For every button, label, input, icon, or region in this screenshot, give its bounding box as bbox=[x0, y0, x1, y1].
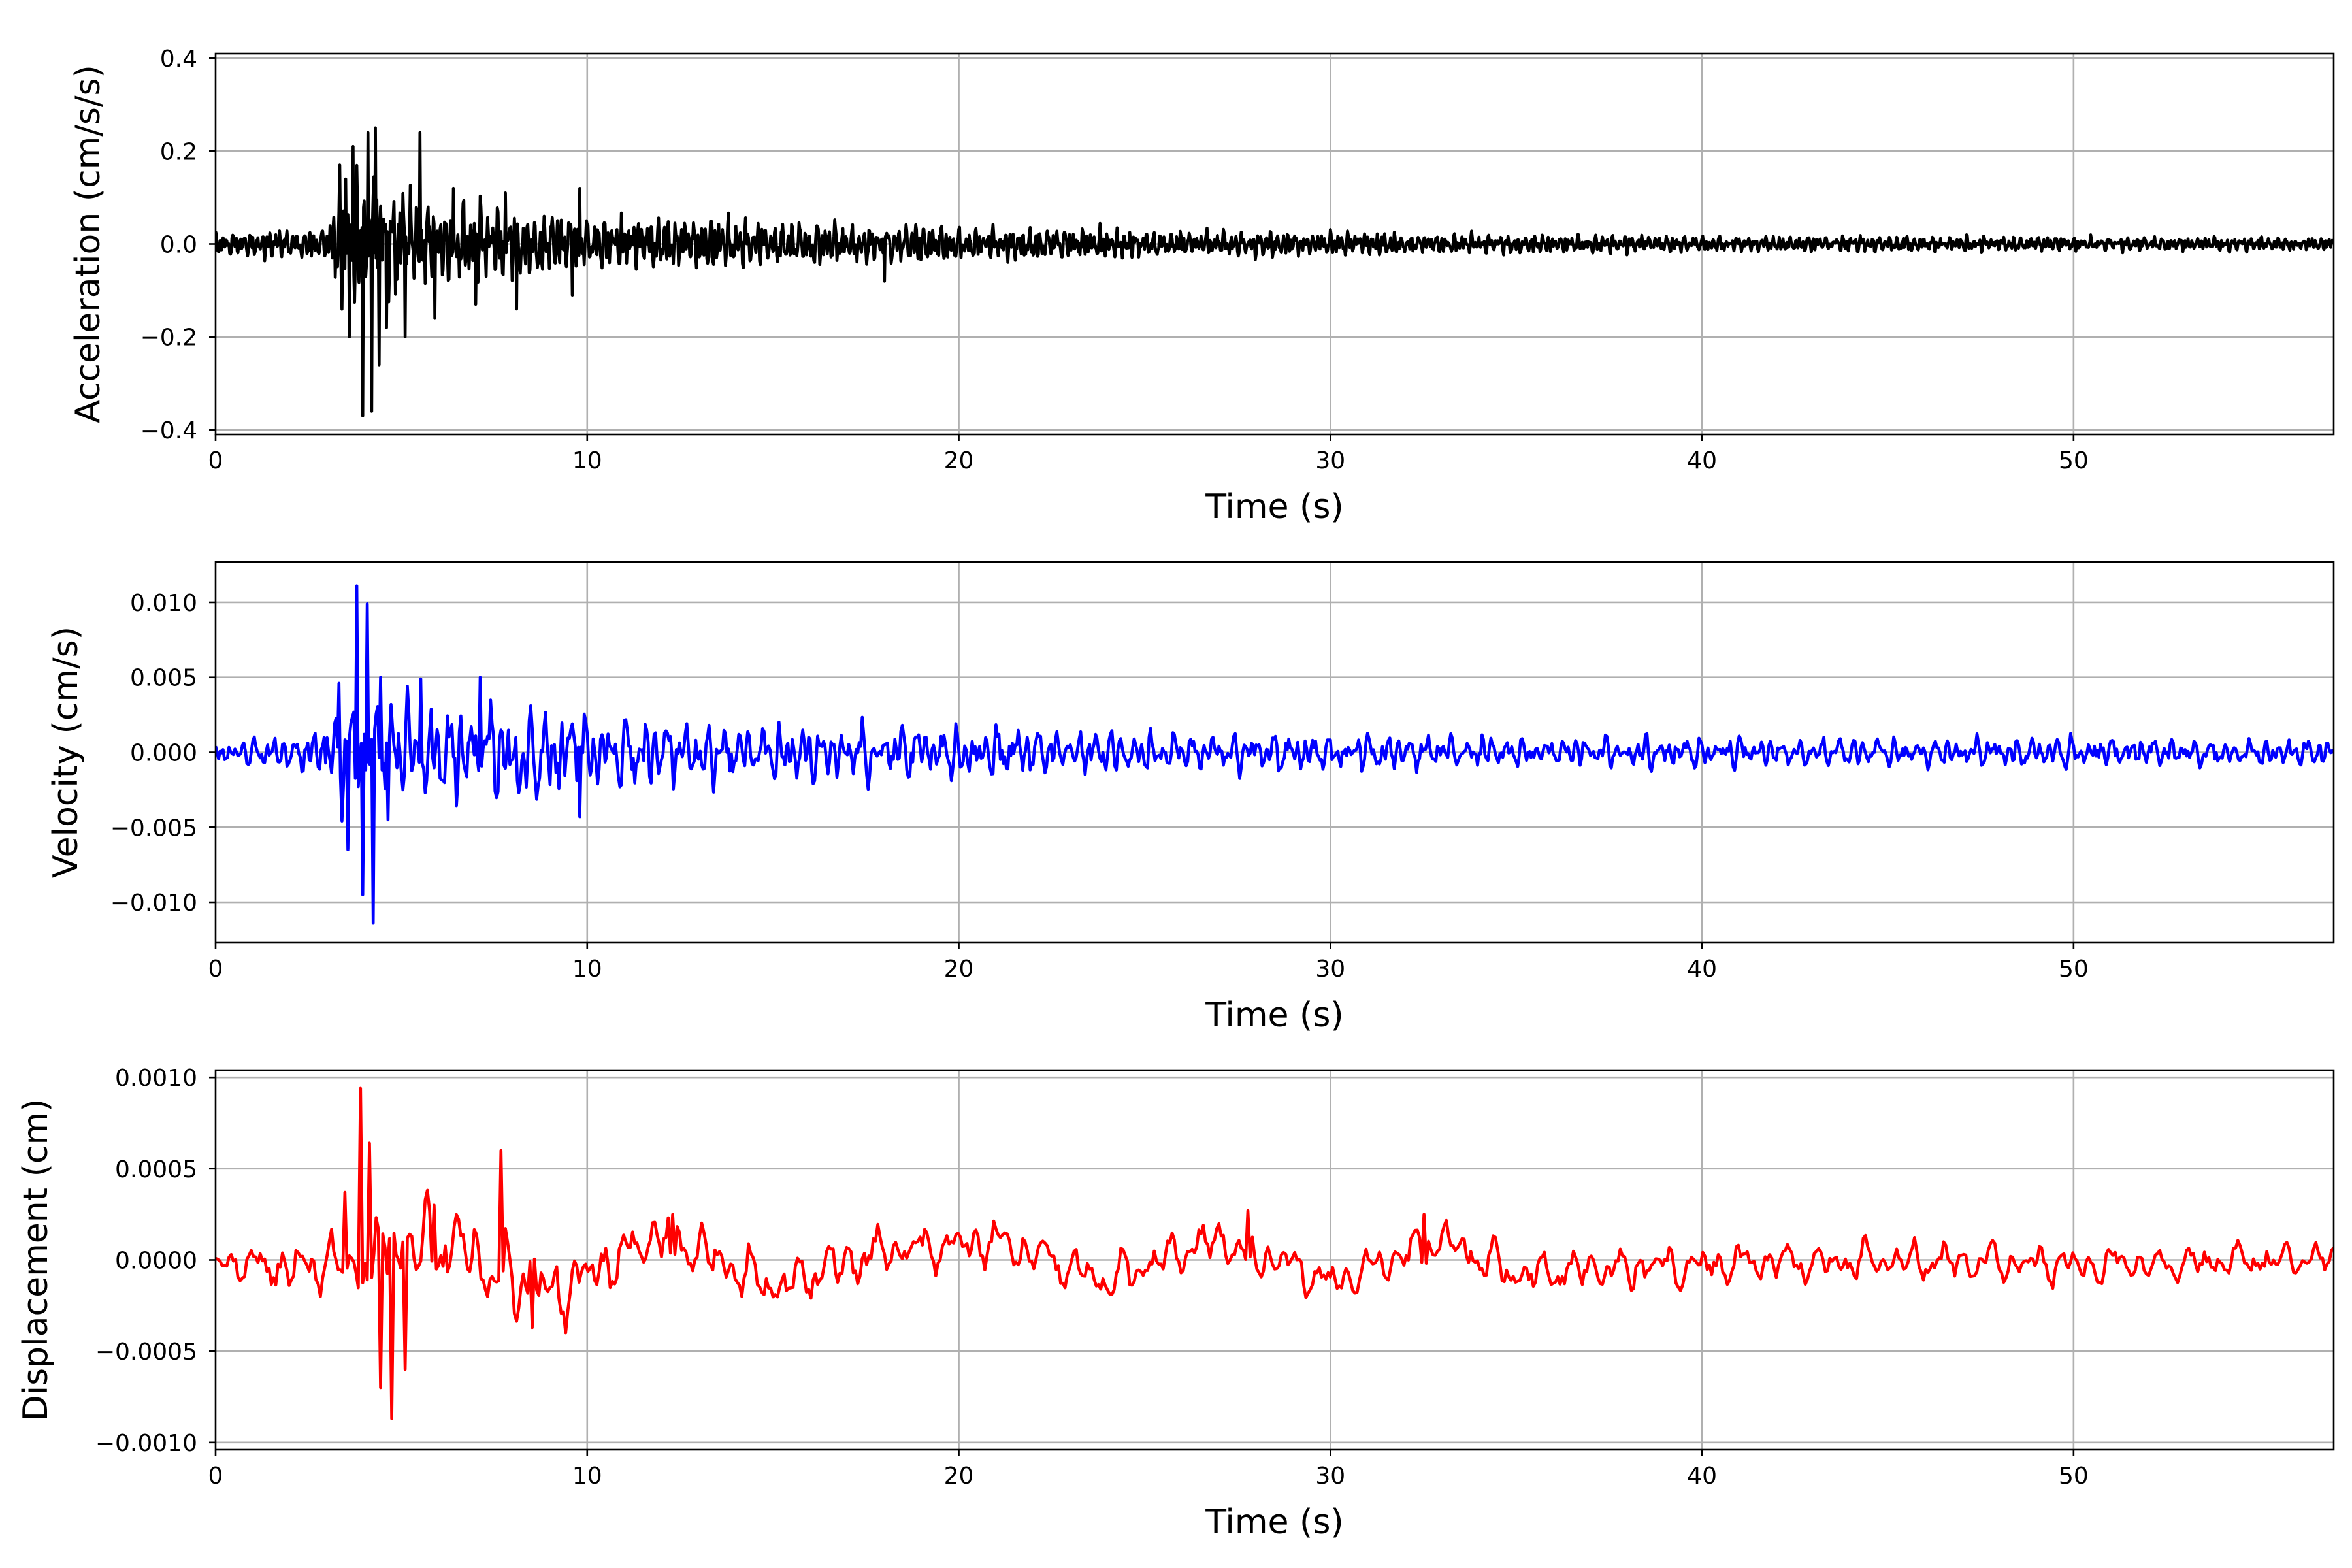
acceleration-x-tick-label-5: 50 bbox=[2059, 448, 2089, 474]
displacement-x-axis-label: Time (s) bbox=[1205, 1503, 1343, 1542]
velocity-x-tick-label-2: 20 bbox=[944, 956, 974, 983]
acceleration-trace-line bbox=[216, 126, 2334, 417]
displacement-x-tick-label-0: 0 bbox=[208, 1463, 223, 1490]
displacement-trace-line bbox=[216, 1086, 2334, 1420]
velocity-x-tick-label-1: 10 bbox=[572, 956, 602, 983]
velocity-y-tick-label-1: −0.005 bbox=[110, 815, 197, 841]
acceleration-y-tick-label-0: −0.4 bbox=[140, 417, 197, 444]
velocity-y-tick-label-4: 0.010 bbox=[130, 590, 197, 617]
acceleration-x-axis-label: Time (s) bbox=[1205, 487, 1343, 527]
acceleration-x-tick-label-1: 10 bbox=[572, 448, 602, 474]
displacement-x-tick-label-2: 20 bbox=[944, 1463, 974, 1490]
velocity-x-tick-label-3: 30 bbox=[1315, 956, 1345, 983]
velocity-y-tick-label-3: 0.005 bbox=[130, 665, 197, 692]
acceleration-y-tick-label-4: 0.4 bbox=[160, 46, 197, 73]
velocity-y-axis-label: Velocity (cm/s) bbox=[46, 627, 86, 878]
acceleration-y-axis-label: Acceleration (cm/s/s) bbox=[69, 65, 108, 423]
velocity-x-tick-label-4: 40 bbox=[1687, 956, 1717, 983]
acceleration-series bbox=[216, 126, 2334, 417]
displacement-x-tick-label-4: 40 bbox=[1687, 1463, 1717, 1490]
acceleration-panel: 0 10 20 30 40 50 −0.4 −0.2 0.0 0.2 0.4 Time (s) Ac… bbox=[69, 46, 2335, 527]
velocity-grid bbox=[216, 562, 2334, 943]
velocity-trace-line bbox=[216, 584, 2334, 925]
velocity-x-tick-label-5: 50 bbox=[2059, 956, 2089, 983]
velocity-axes: 0 10 20 30 40 50 −0.010 −0.005 0.000 0.005 0.010 bbox=[110, 561, 2335, 983]
displacement-x-tick-label-1: 10 bbox=[572, 1463, 602, 1490]
displacement-y-tick-label-0: −0.0010 bbox=[95, 1430, 197, 1457]
displacement-y-tick-label-1: −0.0005 bbox=[95, 1339, 197, 1365]
displacement-panel: 0 10 20 30 40 50 −0.0010 −0.0005 0.0000 0.0005 0.0… bbox=[16, 1065, 2335, 1542]
acceleration-y-tick-label-1: −0.2 bbox=[140, 325, 197, 351]
displacement-y-tick-label-3: 0.0005 bbox=[115, 1156, 197, 1183]
acceleration-x-tick-label-3: 30 bbox=[1315, 448, 1345, 474]
velocity-series bbox=[216, 584, 2334, 925]
velocity-x-axis-label: Time (s) bbox=[1205, 996, 1343, 1035]
displacement-y-tick-label-4: 0.0010 bbox=[115, 1065, 197, 1092]
velocity-x-tick-label-0: 0 bbox=[208, 956, 223, 983]
displacement-x-tick-label-5: 50 bbox=[2059, 1463, 2089, 1490]
displacement-y-tick-label-2: 0.0000 bbox=[115, 1248, 197, 1275]
velocity-y-tick-label-0: −0.010 bbox=[110, 890, 197, 917]
displacement-series bbox=[216, 1086, 2334, 1420]
acceleration-x-tick-label-4: 40 bbox=[1687, 448, 1717, 474]
displacement-y-axis-label: Displacement (cm) bbox=[16, 1099, 56, 1422]
displacement-x-tick-label-3: 30 bbox=[1315, 1463, 1345, 1490]
displacement-axes: 0 10 20 30 40 50 −0.0010 −0.0005 0.0000 0.0005 0.0… bbox=[95, 1065, 2335, 1490]
acceleration-x-tick-label-2: 20 bbox=[944, 448, 974, 474]
acceleration-y-tick-label-2: 0.0 bbox=[160, 232, 197, 259]
velocity-y-tick-label-2: 0.000 bbox=[130, 740, 197, 767]
acceleration-axes: 0 10 20 30 40 50 −0.4 −0.2 0.0 0.2 0.4 bbox=[140, 46, 2335, 474]
acceleration-x-tick-label-0: 0 bbox=[208, 448, 223, 474]
acceleration-y-tick-label-3: 0.2 bbox=[160, 139, 197, 165]
velocity-panel: 0 10 20 30 40 50 −0.010 −0.005 0.000 0.005 0.010 T… bbox=[46, 561, 2335, 1035]
